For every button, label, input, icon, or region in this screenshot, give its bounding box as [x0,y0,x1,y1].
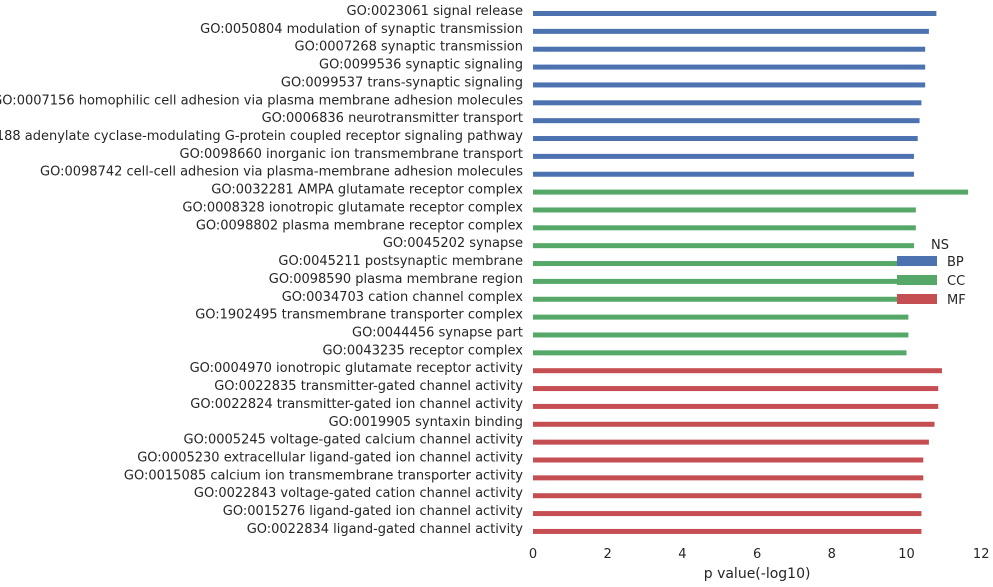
category-label: GO:1902495 transmembrane transporter com… [195,308,523,323]
category-label: GO:0045211 postsynaptic membrane [278,254,523,269]
x-tick-label: 8 [828,547,836,562]
category-label: GO:0007268 synaptic transmission [295,40,523,55]
category-label: GO:0022824 transmitter-gated ion channel… [190,397,523,412]
category-label: GO:0044456 synapse part [352,325,523,340]
bar [533,278,911,284]
bar [533,368,942,374]
bar [533,100,922,106]
bar [533,207,916,213]
category-label: GO:0023061 signal release [347,4,523,19]
bar [533,136,918,142]
bar [533,153,914,159]
legend-label: CC [947,274,965,289]
category-label: GO:0032281 AMPA glutamate receptor compl… [211,183,523,198]
category-label: GO:0043235 receptor complex [322,343,523,358]
legend-title: NS [931,238,949,253]
category-label: GO:0022843 voltage-gated cation channel … [194,486,523,501]
bar [533,28,929,34]
legend-swatch [897,275,937,285]
bar [533,82,926,88]
bar [533,475,924,481]
category-label: GO:0050804 modulation of synaptic transm… [200,22,523,37]
legend-label: BP [947,255,964,270]
category-label: GO:0006836 neurotransmitter transport [262,111,523,126]
bar [533,46,926,52]
bar [533,439,929,445]
bar [533,493,922,499]
category-label: GO:0019905 syntaxin binding [329,415,523,430]
bar [533,261,911,267]
category-label: GO:0004970 ionotropic glutamate receptor… [190,361,524,376]
bar [533,332,909,338]
bars-group [533,11,969,534]
category-label: GO:0099537 trans-synaptic signaling [281,75,523,90]
x-ticks-group: 0 2 4 6 8 10 12 [529,547,990,562]
x-tick-label: 4 [678,547,686,562]
x-tick-label: 12 [973,547,990,562]
category-label: GO:0005245 voltage-gated calcium channel… [184,433,524,448]
category-label: GO:0005230 extracellular ligand-gated io… [137,451,523,466]
legend-label: MF [947,293,966,308]
bar [533,189,969,195]
category-label: GO:0007156 homophilic cell adhesion via … [0,93,523,108]
bar [533,243,914,249]
bar [533,296,911,302]
category-label: GO:0022834 ligand-gated channel activity [247,522,524,537]
category-label: GO:0099536 synaptic signaling [319,58,523,73]
category-label: GO:0045202 synapse [383,236,523,251]
bar [533,314,909,320]
x-tick-label: 0 [529,547,537,562]
category-label: GO:0098742 cell-cell adhesion via plasma… [40,165,523,180]
category-label: GO:0015085 calcium ion transmembrane tra… [124,468,523,483]
bar [533,118,920,124]
category-label: GO:0098802 plasma membrane receptor comp… [196,218,523,233]
legend-swatch [897,294,937,304]
category-label: GO:0098660 inorganic ion transmembrane t… [180,147,523,162]
category-labels-group: GO:0023061 signal release GO:0050804 modu… [0,4,523,537]
category-label: GO:0007188 adenylate cyclase-modulating … [0,129,523,144]
bar [533,11,937,16]
bar [533,528,922,534]
bar [533,457,924,463]
bar [533,171,914,177]
x-tick-label: 10 [898,547,915,562]
x-tick-label: 6 [753,547,761,562]
x-tick-label: 2 [604,547,612,562]
bar [533,511,922,517]
category-label: GO:0015276 ligand-gated ion channel acti… [223,504,524,519]
legend: NS BP CC MF [897,238,966,308]
bar [533,350,907,356]
x-axis-title: p value(-log10) [704,566,811,582]
category-label: GO:0034703 cation channel complex [282,290,524,305]
category-label: GO:0022835 transmitter-gated channel act… [214,379,523,394]
legend-swatch [897,256,937,266]
category-label: GO:0098590 plasma membrane region [269,272,523,287]
bar [533,64,926,70]
bar [533,225,916,231]
bar [533,421,935,427]
category-label: GO:0008328 ionotropic glutamate receptor… [182,200,523,215]
bar [533,403,939,409]
bar [533,386,939,392]
